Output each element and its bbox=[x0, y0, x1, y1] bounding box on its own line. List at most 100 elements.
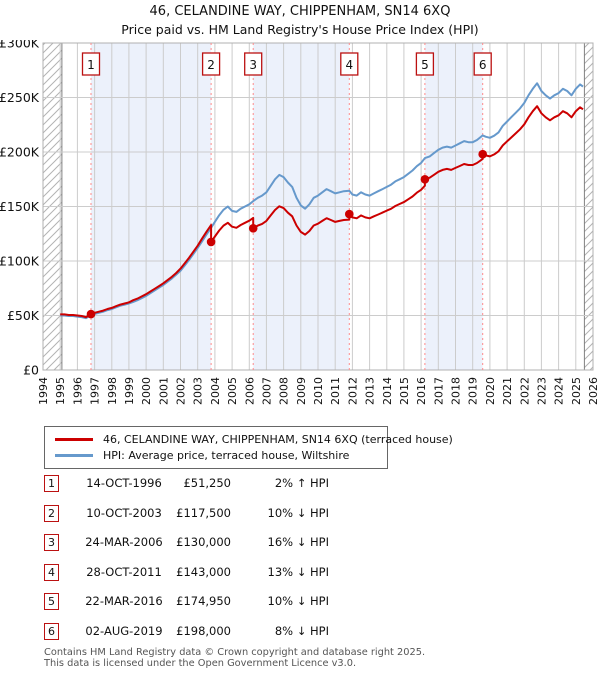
sale-hpi-delta: 2% ↑ HPI bbox=[274, 476, 329, 490]
y-axis-tick-label: £0 bbox=[23, 363, 39, 378]
sale-number-box bbox=[340, 52, 359, 76]
sale-hpi-delta: 13% ↓ HPI bbox=[267, 564, 329, 579]
x-axis-tick-label: 2024 bbox=[553, 377, 566, 405]
y-axis-tick-label: £300K bbox=[0, 40, 40, 51]
x-axis-tick-label: 2007 bbox=[260, 377, 273, 405]
x-axis-tick-label: 2023 bbox=[535, 377, 548, 405]
x-axis-tick-label: 2002 bbox=[175, 377, 188, 405]
sale-number-label: 2 bbox=[207, 58, 215, 72]
y-axis-tick-label: £100K bbox=[0, 254, 40, 269]
sale-date: 14-OCT-1996 bbox=[86, 476, 162, 490]
sale-price-dot[interactable] bbox=[206, 237, 216, 247]
x-axis-tick-label: 2021 bbox=[501, 377, 514, 405]
sale-price-dot[interactable] bbox=[345, 209, 354, 219]
x-axis-tick-label: 1994 bbox=[37, 377, 50, 405]
x-axis-tick-label: 2004 bbox=[209, 377, 222, 405]
page-subtitle: Price paid vs. HM Land Registry's House … bbox=[121, 22, 479, 37]
sale-hpi-delta: 10% ↓ HPI bbox=[267, 505, 329, 520]
sale-table-row: 2 10-OCT-2003 £117,500 10% ↓ HPI bbox=[44, 500, 344, 530]
sale-hpi-delta: 8% ↓ HPI bbox=[274, 623, 329, 638]
price-history-chart[interactable]: 1 2 3 4 5 6 £0 £50K £100K £150K £200K £250K £300K 199… bbox=[0, 40, 600, 425]
x-axis-tick-label: 2014 bbox=[381, 377, 394, 405]
sale-number-label: 3 bbox=[249, 58, 257, 72]
legend-label-property: 46, CELANDINE WAY, CHIPPENHAM, SN14 6XQ … bbox=[103, 432, 453, 446]
property-line-swatch bbox=[55, 437, 93, 441]
sale-number-badge: 3 bbox=[44, 534, 59, 551]
sale-number-badge: 6 bbox=[44, 622, 59, 640]
sale-date: 10-OCT-2003 bbox=[86, 505, 162, 520]
license-footer: Contains HM Land Registry data © Crown c… bbox=[44, 647, 584, 669]
sales-table: 1 14-OCT-1996 £51,250 2% ↑ HPI 2 10-OCT-2003 £… bbox=[44, 470, 344, 647]
hpi-line[interactable] bbox=[60, 82, 584, 320]
x-axis-tick-label: 2018 bbox=[450, 377, 463, 405]
x-axis-tick-label: 1999 bbox=[123, 377, 136, 405]
sale-number-badge: 4 bbox=[44, 563, 59, 581]
x-axis-tick-label: 2013 bbox=[364, 377, 377, 405]
sale-table-row: 5 22-MAR-2016 £174,950 10% ↓ HPI bbox=[44, 588, 344, 618]
sale-number-box bbox=[201, 52, 221, 76]
sale-number-label: 6 bbox=[479, 58, 487, 72]
y-axis-tick-label: £150K bbox=[0, 199, 40, 214]
sale-number-badge: 5 bbox=[44, 593, 59, 610]
plot-border bbox=[42, 42, 594, 371]
footer-line-2: This data is licensed under the Open Gov… bbox=[44, 658, 357, 669]
sale-table-row: 3 24-MAR-2006 £130,000 16% ↓ HPI bbox=[44, 529, 344, 559]
sale-date: 22-MAR-2016 bbox=[85, 594, 163, 608]
sale-price: £130,000 bbox=[176, 535, 231, 549]
x-axis-tick-label: 2003 bbox=[192, 377, 205, 405]
x-axis-tick-label: 2019 bbox=[467, 377, 480, 405]
sale-price: £117,500 bbox=[176, 505, 231, 520]
sale-price: £51,250 bbox=[183, 476, 231, 490]
x-axis-tick-label: 2001 bbox=[157, 377, 170, 405]
sale-hpi-delta: 10% ↓ HPI bbox=[267, 594, 329, 608]
x-axis-tick-label: 1995 bbox=[54, 377, 67, 405]
sale-number-label: 5 bbox=[421, 58, 429, 72]
y-axis-tick-label: £50K bbox=[7, 308, 40, 323]
sale-hpi-delta: 16% ↓ HPI bbox=[267, 535, 329, 549]
x-axis-labels: 1994 1995 1996 1997 1998 1999 2000 2001 2002 2003… bbox=[37, 377, 600, 405]
x-axis-tick-label: 2020 bbox=[484, 377, 497, 405]
x-axis-tick-label: 2000 bbox=[140, 377, 153, 405]
sale-date: 02-AUG-2019 bbox=[85, 623, 163, 638]
x-axis-tick-label: 2026 bbox=[587, 377, 600, 405]
sale-price: £198,000 bbox=[176, 623, 231, 638]
sale-price: £143,000 bbox=[176, 564, 231, 579]
x-axis-tick-label: 2008 bbox=[278, 377, 291, 405]
x-axis-tick-label: 2010 bbox=[312, 377, 325, 405]
x-axis-tick-label: 2009 bbox=[295, 377, 308, 405]
sale-date: 24-MAR-2006 bbox=[85, 535, 163, 549]
y-axis-tick-label: £200K bbox=[0, 145, 40, 160]
x-axis-tick-label: 2012 bbox=[346, 377, 359, 405]
sale-table-row: 1 14-OCT-1996 £51,250 2% ↑ HPI bbox=[44, 470, 344, 500]
sale-number-box bbox=[473, 52, 492, 76]
legend-label-hpi: HPI: Average price, terraced house, Wilt… bbox=[103, 448, 350, 462]
sale-price: £174,950 bbox=[176, 594, 231, 608]
sale-number-label: 1 bbox=[87, 58, 95, 72]
sale-number-boxes: 1 2 3 4 5 6 bbox=[81, 52, 492, 76]
sale-number-label: 4 bbox=[345, 58, 353, 72]
sale-table-row: 4 28-OCT-2011 £143,000 13% ↓ HPI bbox=[44, 559, 344, 589]
y-axis-labels: £0 £50K £100K £150K £200K £250K £300K bbox=[0, 40, 40, 378]
sale-table-row: 6 02-AUG-2019 £198,000 8% ↓ HPI bbox=[44, 618, 344, 648]
sale-date: 28-OCT-2011 bbox=[86, 564, 162, 579]
footer-line-1: Contains HM Land Registry data © Crown c… bbox=[44, 647, 426, 658]
sale-number-box bbox=[244, 52, 263, 76]
sale-price-dot[interactable] bbox=[248, 224, 258, 233]
x-axis-tick-label: 2005 bbox=[226, 377, 239, 405]
x-axis-tick-label: 2025 bbox=[570, 377, 583, 405]
x-axis-tick-label: 2016 bbox=[415, 377, 428, 405]
sale-price-dot[interactable] bbox=[420, 175, 430, 184]
chart-legend: 46, CELANDINE WAY, CHIPPENHAM, SN14 6XQ … bbox=[44, 426, 453, 469]
x-axis-tick-label: 1997 bbox=[89, 377, 102, 405]
x-axis-tick-label: 1996 bbox=[71, 377, 84, 405]
sale-number-badge: 1 bbox=[44, 475, 59, 492]
hpi-line-swatch bbox=[55, 453, 93, 457]
y-axis-tick-label: £250K bbox=[0, 90, 40, 105]
sale-price-dot[interactable] bbox=[86, 309, 96, 319]
sale-number-badge: 2 bbox=[44, 504, 59, 522]
property-price-line[interactable] bbox=[60, 105, 584, 319]
sale-price-dot[interactable] bbox=[478, 149, 488, 159]
x-axis-tick-label: 2006 bbox=[243, 377, 256, 405]
x-axis-tick-label: 2011 bbox=[329, 377, 342, 405]
sale-number-box bbox=[415, 52, 435, 76]
